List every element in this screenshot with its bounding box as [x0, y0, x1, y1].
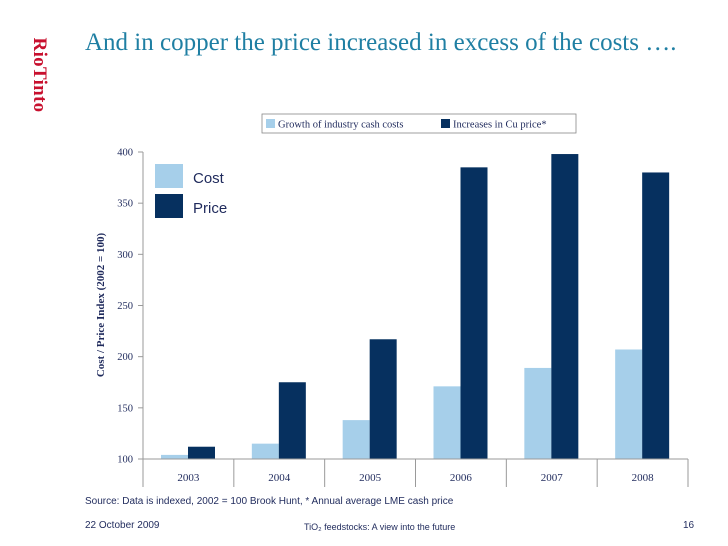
footer-date: 22 October 2009 — [85, 520, 160, 531]
source-note: Source: Data is indexed, 2002 = 100 Broo… — [85, 496, 454, 507]
x-tick-label: 2007 — [541, 472, 564, 484]
x-tick-label: 2003 — [177, 472, 200, 484]
inline-key: Cost Price — [155, 164, 227, 218]
legend-box — [261, 113, 577, 134]
bar-price-2004 — [278, 382, 306, 459]
x-tick-label: 2004 — [268, 472, 291, 484]
legend-label-cost: Growth of industry cash costs — [278, 120, 403, 131]
key-swatch-cost — [155, 164, 183, 188]
y-tick-label: 250 — [117, 301, 133, 312]
bar-price-2006 — [460, 167, 488, 459]
y-tick-label: 200 — [117, 352, 133, 363]
bar-cost-2007 — [524, 367, 552, 459]
y-tick-label: 300 — [117, 250, 133, 261]
legend: Growth of industry cash costs Increases … — [261, 113, 577, 134]
key-label-price: Price — [193, 200, 227, 217]
legend-swatch-cost — [266, 119, 275, 128]
page-number: 16 — [683, 520, 695, 531]
key-label-cost: Cost — [193, 170, 225, 187]
bar-cost-2005 — [342, 420, 370, 459]
footer-title: TiO₂ feedstocks: A view into the future — [304, 522, 456, 532]
y-tick-label: 400 — [117, 148, 133, 159]
legend-label-price: Increases in Cu price* — [453, 120, 547, 131]
y-tick-label: 350 — [117, 199, 133, 210]
x-axis: 2003 2004 2005 2006 2007 2008 — [142, 458, 689, 487]
bar-price-2008 — [642, 172, 670, 459]
bar-price-2003 — [188, 446, 215, 459]
bar-price-2007 — [551, 154, 579, 459]
x-tick-label: 2006 — [450, 472, 473, 484]
bar-cost-2004 — [251, 443, 279, 459]
bar-cost-2006 — [433, 386, 461, 459]
bar-price-2005 — [369, 339, 397, 459]
y-axis-title: Cost / Price Index (2002 = 100) — [95, 232, 107, 377]
x-tick-label: 2005 — [359, 472, 382, 484]
bar-cost-2003 — [161, 454, 188, 459]
y-axis: 100 150 200 250 300 350 400 — [117, 148, 144, 466]
x-tick-label: 2008 — [632, 472, 655, 484]
slide-title: And in copper the price increased in exc… — [85, 29, 677, 56]
key-swatch-price — [155, 194, 183, 218]
bars — [161, 154, 670, 459]
bar-cost-2008 — [615, 349, 643, 459]
legend-swatch-price — [441, 119, 450, 128]
y-tick-label: 100 — [117, 455, 133, 466]
y-tick-label: 150 — [117, 403, 133, 414]
